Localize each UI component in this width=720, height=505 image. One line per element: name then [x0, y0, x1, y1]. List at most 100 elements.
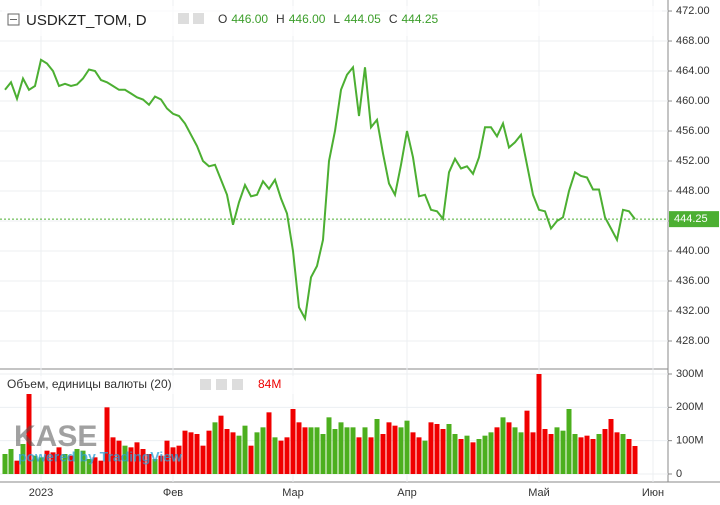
volume-bar: [542, 429, 548, 474]
volume-bar: [32, 455, 38, 474]
volume-bar: [128, 447, 134, 474]
y-tick-label: 436.00: [676, 275, 710, 287]
ohlc-value: 446.00: [289, 12, 326, 26]
volume-bar: [224, 429, 230, 474]
volume-bar: [440, 429, 446, 474]
volume-bar: [284, 437, 290, 474]
ohlc-value: 444.25: [401, 12, 438, 26]
volume-bar: [434, 424, 440, 474]
y-tick-label: 432.00: [676, 305, 710, 317]
volume-bar: [152, 459, 158, 474]
volume-bar: [554, 427, 560, 474]
volume-bar: [578, 437, 584, 474]
volume-bar: [392, 425, 398, 474]
volume-bar: [560, 430, 566, 474]
volume-bar: [626, 439, 632, 474]
y-tick-label: 100M: [676, 435, 704, 447]
volume-bar: [326, 417, 332, 474]
volume-bar: [200, 445, 206, 474]
volume-bar: [416, 437, 422, 474]
x-tick-label: Мар: [282, 487, 304, 499]
last-price-label: 444.25: [674, 213, 708, 225]
y-tick-label: 440.00: [676, 245, 710, 257]
volume-bar: [8, 449, 14, 474]
volume-bar: [374, 419, 380, 474]
volume-bar: [314, 427, 320, 474]
ohlc-label: H: [276, 12, 285, 26]
last-price-tag: [669, 211, 719, 228]
volume-bar: [158, 455, 164, 474]
volume-bar: [362, 427, 368, 474]
volume-bar: [236, 435, 242, 474]
volume-bar: [350, 427, 356, 474]
volume-bar: [146, 454, 152, 474]
volume-bar: [296, 422, 302, 474]
volume-bar: [2, 454, 8, 474]
volume-bar: [20, 444, 26, 474]
volume-bar: [620, 434, 626, 474]
volume-bar: [386, 422, 392, 474]
volume-bar: [194, 434, 200, 474]
volume-bar: [266, 412, 272, 474]
icon[interactable]: [178, 13, 189, 24]
volume-bar: [98, 460, 104, 474]
x-tick-label: Апр: [397, 487, 416, 499]
volume-bar: [26, 394, 32, 474]
volume-bar: [86, 459, 92, 474]
volume-current: 84M: [258, 377, 281, 391]
y-tick-label: 200M: [676, 401, 704, 413]
ohlc-legend: O 446.00 H 446.00 L 444.05 C 444.25: [218, 12, 439, 26]
ohlc-label: L: [333, 12, 340, 26]
volume-bar: [512, 427, 518, 474]
volume-bar: [368, 437, 374, 474]
volume-bar: [80, 450, 86, 474]
volume-bar: [530, 432, 536, 474]
volume-bar: [458, 439, 464, 474]
icon[interactable]: [232, 379, 243, 390]
volume-bar: [608, 419, 614, 474]
volume-bar: [62, 454, 68, 474]
volume-bar: [206, 430, 212, 474]
x-tick-label: Июн: [642, 487, 664, 499]
volume-bar: [482, 435, 488, 474]
volume-bar: [302, 427, 308, 474]
volume-bar: [602, 429, 608, 474]
volume-bar: [398, 427, 404, 474]
x-tick-label: Май: [528, 487, 550, 499]
icon[interactable]: [216, 379, 227, 390]
volume-bar: [116, 440, 122, 474]
volume-bar: [104, 407, 110, 474]
volume-bar: [278, 440, 284, 474]
collapse-icon[interactable]: [7, 13, 20, 26]
volume-bar: [518, 432, 524, 474]
volume-bar: [188, 432, 194, 474]
volume-bar: [464, 435, 470, 474]
volume-bar: [182, 430, 188, 474]
volume-bar: [488, 432, 494, 474]
volume-bar: [590, 439, 596, 474]
ohlc-value: 446.00: [231, 12, 268, 26]
volume-bar: [500, 417, 506, 474]
volume-bar: [332, 429, 338, 474]
icon[interactable]: [200, 379, 211, 390]
volume-title: Объем, единицы валюты (20): [7, 377, 172, 391]
watermark: KASE: [14, 420, 97, 453]
volume-bar: [50, 452, 56, 474]
volume-bar: [170, 447, 176, 474]
volume-bar: [290, 409, 296, 474]
volume-bar: [494, 427, 500, 474]
watermark: powered by TradingView: [18, 449, 182, 465]
volume-bar: [218, 415, 224, 474]
volume-bar: [38, 457, 44, 474]
volume-bar: [524, 410, 530, 474]
ohlc-label: C: [389, 12, 398, 26]
volume-bar: [572, 434, 578, 474]
volume-bar: [254, 432, 260, 474]
volume-bar: [272, 437, 278, 474]
volume-bar: [344, 427, 350, 474]
volume-bar: [260, 427, 266, 474]
icon[interactable]: [193, 13, 204, 24]
volume-bar: [230, 432, 236, 474]
volume-bar: [248, 445, 254, 474]
